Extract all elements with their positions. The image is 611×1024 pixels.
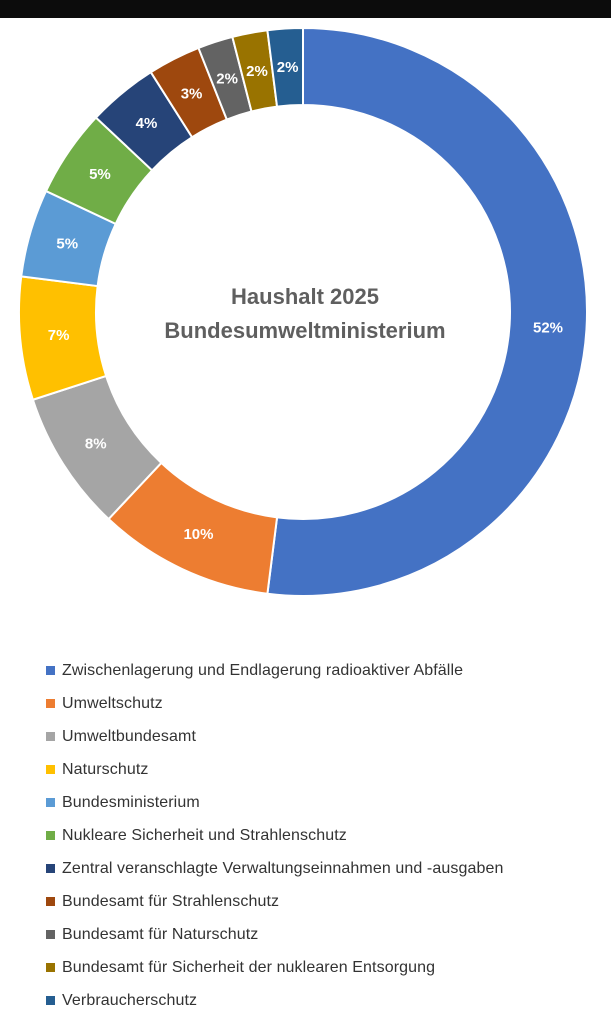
slice-label-bundesamt-fur-sicherheit-der-nuklearen-entsorgung: 2% xyxy=(246,63,268,80)
slice-label-bundesministerium: 5% xyxy=(56,236,78,253)
legend-item-zwischenlagerung-und-endlagerung-radioaktiver-abfalle: Zwischenlagerung und Endlagerung radioak… xyxy=(46,654,596,687)
legend-item-bundesamt-fur-sicherheit-der-nuklearen-entsorgung: Bundesamt für Sicherheit der nuklearen E… xyxy=(46,951,596,984)
legend-swatch xyxy=(46,897,55,906)
chart-title-line-2: Bundesumweltministerium xyxy=(164,318,445,343)
donut-chart: 52% 10% 8% 7% 5% 5% 4% 3% 2% 2% 2% Haushalt 2025 B… xyxy=(18,26,588,597)
slice-label-zentral-veranschlagte-verwaltungseinnahmen-und-ausgaben: 4% xyxy=(136,115,158,132)
legend-swatch xyxy=(46,765,55,774)
legend-item-umweltbundesamt: Umweltbundesamt xyxy=(46,720,596,753)
slice-label-bundesamt-fur-naturschutz: 2% xyxy=(216,71,238,88)
slice-label-verbraucherschutz: 2% xyxy=(277,59,299,76)
legend-swatch xyxy=(46,666,55,675)
legend-item-zentral-veranschlagte-verwaltungseinnahmen-und-ausgaben: Zentral veranschlagte Verwaltungseinnahm… xyxy=(46,852,596,885)
legend-label: Nukleare Sicherheit und Strahlenschutz xyxy=(62,826,347,844)
legend-swatch xyxy=(46,930,55,939)
slice-label-umweltschutz: 10% xyxy=(183,526,213,543)
legend-item-verbraucherschutz: Verbraucherschutz xyxy=(46,984,596,1017)
chart-title-line-1: Haushalt 2025 xyxy=(231,284,379,309)
legend-label: Bundesamt für Sicherheit der nuklearen E… xyxy=(62,958,436,976)
legend-item-umweltschutz: Umweltschutz xyxy=(46,687,596,720)
slice-label-naturschutz: 7% xyxy=(48,327,70,344)
legend-swatch xyxy=(46,831,55,840)
legend-label: Bundesministerium xyxy=(62,793,200,811)
legend-label: Zwischenlagerung und Endlagerung radioak… xyxy=(62,661,464,679)
donut-slices xyxy=(18,26,588,597)
legend-label: Umweltschutz xyxy=(62,694,163,712)
legend-item-bundesamt-fur-strahlenschutz: Bundesamt für Strahlenschutz xyxy=(46,885,596,918)
legend-label: Bundesamt für Naturschutz xyxy=(62,925,259,943)
legend-label: Verbraucherschutz xyxy=(62,991,198,1009)
legend-item-naturschutz: Naturschutz xyxy=(46,753,596,786)
legend-swatch xyxy=(46,963,55,972)
legend-item-bundesministerium: Bundesministerium xyxy=(46,786,596,819)
legend-swatch xyxy=(46,699,55,708)
legend-item-nukleare-sicherheit-und-strahlenschutz: Nukleare Sicherheit und Strahlenschutz xyxy=(46,819,596,852)
slice-label-nukleare-sicherheit-und-strahlenschutz: 5% xyxy=(89,166,111,183)
legend-swatch xyxy=(46,996,55,1005)
slice-verbraucherschutz xyxy=(266,26,304,108)
slice-labels: 52% 10% 8% 7% 5% 5% 4% 3% 2% 2% 2% xyxy=(48,59,563,543)
slice-label-umweltbundesamt: 8% xyxy=(85,436,107,453)
legend-label: Umweltbundesamt xyxy=(62,727,196,745)
legend-item-bundesamt-fur-naturschutz: Bundesamt für Naturschutz xyxy=(46,918,596,951)
legend-swatch xyxy=(46,732,55,741)
slice-zwischenlagerung-und-endlagerung-radioaktiver-abfalle xyxy=(266,26,588,597)
top-bar xyxy=(0,0,611,18)
slice-label-bundesamt-fur-strahlenschutz: 3% xyxy=(181,85,203,102)
legend-label: Bundesamt für Strahlenschutz xyxy=(62,892,280,910)
chart-legend: Zwischenlagerung und Endlagerung radioak… xyxy=(46,654,596,1017)
legend-label: Naturschutz xyxy=(62,760,149,778)
legend-label: Zentral veranschlagte Verwaltungseinnahm… xyxy=(62,859,504,877)
slice-label-zwischenlagerung-und-endlagerung-radioaktiver-abfalle: 52% xyxy=(533,319,563,336)
legend-swatch xyxy=(46,798,55,807)
legend-swatch xyxy=(46,864,55,873)
